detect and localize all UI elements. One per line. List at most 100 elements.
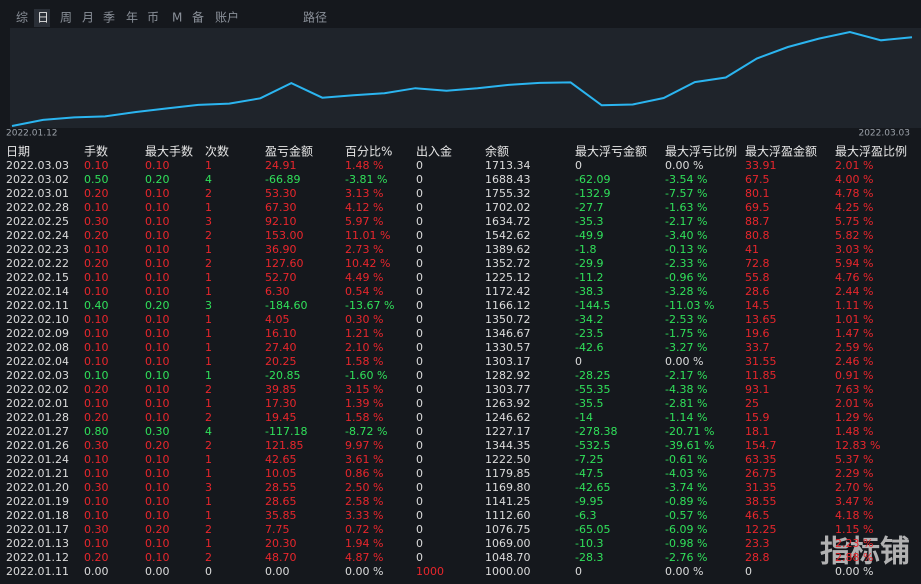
tab[interactable]: 季 — [103, 11, 115, 25]
table-cell: 2022.03.03 — [6, 159, 69, 172]
table-cell: 0.10 — [145, 313, 170, 326]
chart-end-label: 2022.03.03 — [858, 129, 910, 139]
table-cell: -0.13 % — [665, 243, 707, 256]
table-cell: 2022.02.25 — [6, 215, 69, 228]
table-cell: 2 — [205, 229, 212, 242]
table-cell: -7.57 % — [665, 187, 707, 200]
table-cell: 2022.01.12 — [6, 551, 69, 564]
table-cell: 0.10 — [145, 327, 170, 340]
table-cell: -38.3 — [575, 285, 603, 298]
chart-area — [10, 28, 921, 128]
table-cell: 0 — [416, 201, 423, 214]
table-cell: -42.65 — [575, 481, 610, 494]
table-cell: 1.47 % — [835, 327, 873, 340]
table-cell: 0.10 — [84, 285, 109, 298]
table-cell: 0 — [416, 439, 423, 452]
table-cell: 1076.75 — [485, 523, 531, 536]
table-cell: 0.10 — [84, 369, 109, 382]
table-cell: 0.10 — [84, 201, 109, 214]
table-cell: -6.09 % — [665, 523, 707, 536]
tab[interactable]: M — [172, 11, 182, 25]
table-cell: 0 — [745, 565, 752, 578]
table-cell: 11.01 % — [345, 229, 390, 242]
table-cell: 1 — [205, 243, 212, 256]
table-cell: 16.10 — [265, 327, 297, 340]
table-cell: 2 — [205, 411, 212, 424]
table-cell: -66.89 — [265, 173, 300, 186]
table-cell: -4.03 % — [665, 467, 707, 480]
table-cell: 2022.03.01 — [6, 187, 69, 200]
table-cell: 0.10 — [84, 327, 109, 340]
table-cell: 1225.12 — [485, 271, 531, 284]
table-cell: 1.39 % — [345, 397, 383, 410]
table-cell: 0.10 — [145, 467, 170, 480]
table-cell: 0.10 — [145, 187, 170, 200]
tab[interactable]: 综 — [16, 11, 28, 25]
balance-line — [11, 30, 913, 127]
table-cell: 0.10 — [84, 341, 109, 354]
table-cell: -20.85 — [265, 369, 300, 382]
tab[interactable]: 币 — [147, 11, 159, 25]
table-cell: 0 — [205, 565, 212, 578]
table-cell: 0.20 — [84, 257, 109, 270]
table-cell: -3.40 % — [665, 229, 707, 242]
table-cell: 1 — [205, 509, 212, 522]
table-cell: -55.35 — [575, 383, 610, 396]
table-cell: 52.70 — [265, 271, 297, 284]
table-cell: 1 — [205, 355, 212, 368]
tab[interactable]: 年 — [126, 11, 138, 25]
table-cell: 121.85 — [265, 439, 304, 452]
tab[interactable]: 月 — [82, 11, 94, 25]
table-cell: 10.05 — [265, 467, 297, 480]
table-cell: 0 — [416, 327, 423, 340]
table-cell: 154.7 — [745, 439, 777, 452]
table-cell: 14.5 — [745, 299, 770, 312]
table-cell: 0.10 — [145, 285, 170, 298]
table-cell: -20.71 % — [665, 425, 714, 438]
tab[interactable]: 备 — [192, 11, 204, 25]
table-cell: 67.5 — [745, 173, 770, 186]
table-cell: 1 — [205, 341, 212, 354]
table-cell: -0.96 % — [665, 271, 707, 284]
table-cell: -3.74 % — [665, 481, 707, 494]
table-cell: 0 — [416, 341, 423, 354]
table-cell: -47.5 — [575, 467, 603, 480]
table-cell: 0 — [416, 215, 423, 228]
tab[interactable]: 周 — [60, 11, 72, 25]
tab[interactable]: 账户 — [215, 10, 239, 25]
table-cell: 0.72 % — [345, 523, 383, 536]
table-cell: 2.73 % — [345, 243, 383, 256]
table-cell: 2022.01.24 — [6, 453, 69, 466]
table-cell: 1000 — [416, 565, 444, 578]
table-cell: 1713.34 — [485, 159, 531, 172]
table-cell: 12.25 — [745, 523, 777, 536]
table-cell: 1352.72 — [485, 257, 531, 270]
table-cell: -11.03 % — [665, 299, 714, 312]
table-cell: 2 — [205, 523, 212, 536]
table-cell: -132.9 — [575, 187, 610, 200]
table-cell: -1.14 % — [665, 411, 707, 424]
table-cell: 1172.42 — [485, 285, 531, 298]
table-cell: 0.20 — [84, 229, 109, 242]
table-cell: 1.21 % — [345, 327, 383, 340]
tab[interactable]: 路径 — [303, 10, 327, 25]
table-cell: -184.60 — [265, 299, 307, 312]
table-cell: 2.10 % — [345, 341, 383, 354]
table-cell: 0.50 — [84, 173, 109, 186]
table-cell: -0.98 % — [665, 537, 707, 550]
table-cell: 0.30 — [84, 523, 109, 536]
table-cell: 1 — [205, 397, 212, 410]
table-cell: 3 — [205, 299, 212, 312]
tab[interactable]: 日 — [37, 11, 49, 25]
table-cell: 0.20 — [145, 523, 170, 536]
table-cell: 1 — [205, 327, 212, 340]
table-cell: 1000.00 — [485, 565, 531, 578]
table-cell: -2.33 % — [665, 257, 707, 270]
table-cell: 0.10 — [145, 271, 170, 284]
table-cell: -0.57 % — [665, 509, 707, 522]
table-cell: 20.25 — [265, 355, 297, 368]
table-cell: 1702.02 — [485, 201, 531, 214]
table-cell: 0 — [416, 509, 423, 522]
table-cell: 72.8 — [745, 257, 770, 270]
